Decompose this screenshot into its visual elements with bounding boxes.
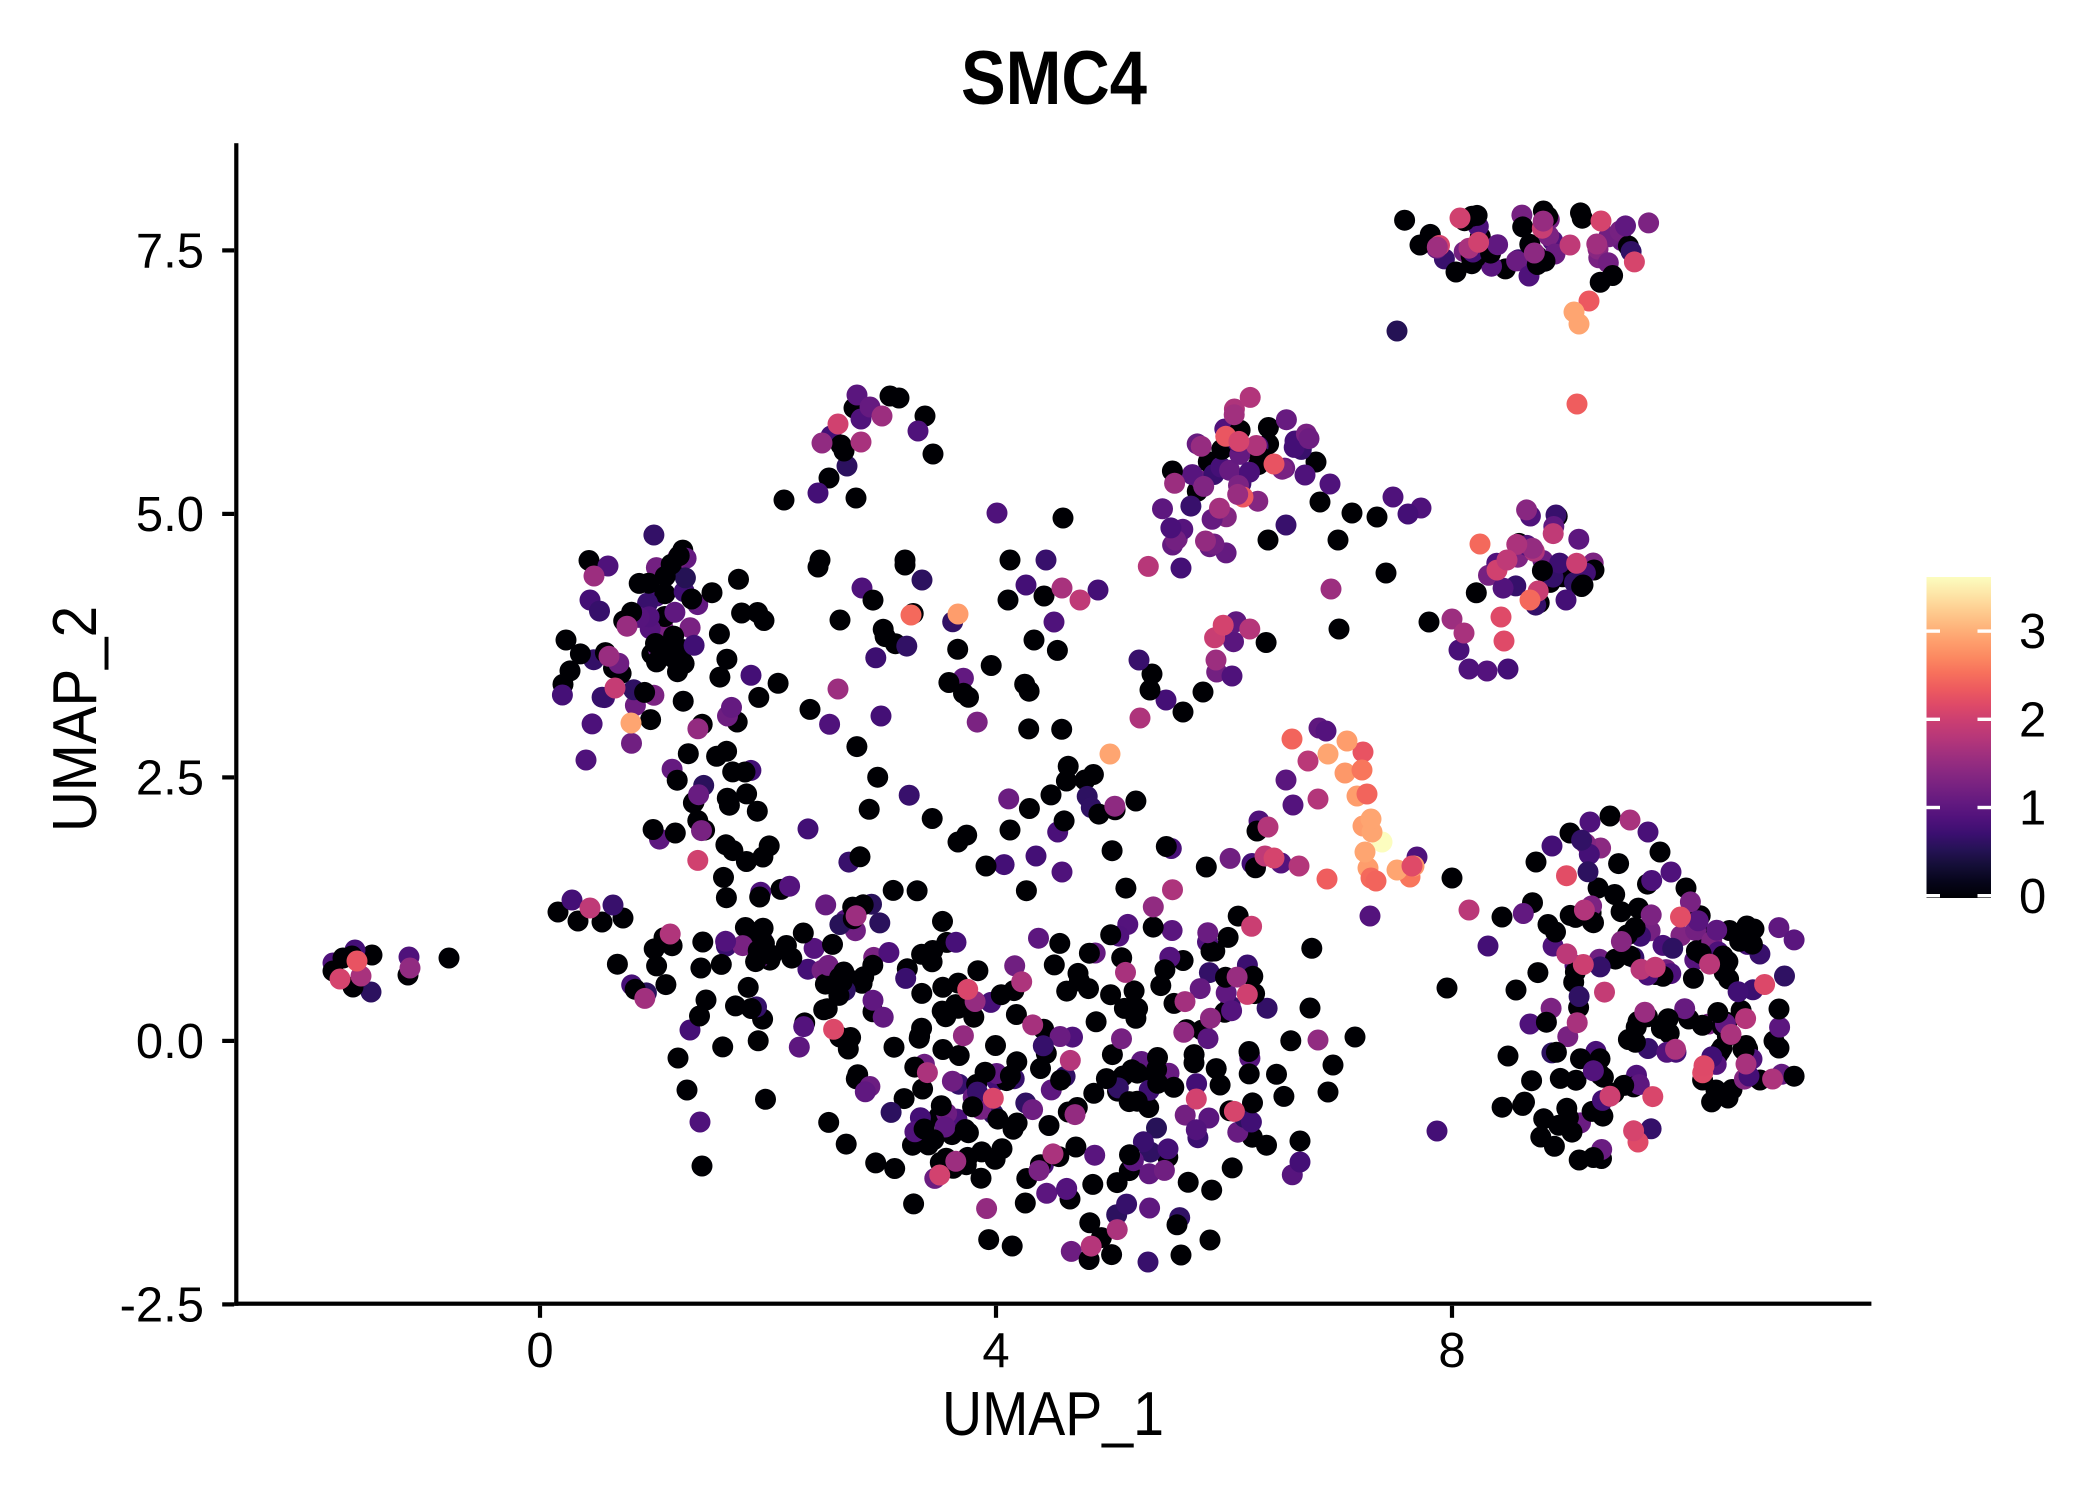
- svg-text:0: 0: [526, 1324, 553, 1378]
- svg-text:0: 0: [2019, 870, 2046, 924]
- svg-text:8: 8: [1438, 1324, 1465, 1378]
- svg-text:7.5: 7.5: [136, 224, 204, 278]
- svg-text:2.5: 2.5: [136, 751, 204, 805]
- svg-text:1: 1: [2019, 782, 2046, 836]
- svg-text:3: 3: [2019, 605, 2046, 659]
- svg-text:4: 4: [982, 1324, 1009, 1378]
- svg-text:SMC4: SMC4: [961, 36, 1147, 121]
- svg-text:UMAP_1: UMAP_1: [942, 1380, 1164, 1449]
- svg-text:2: 2: [2019, 693, 2046, 747]
- svg-text:5.0: 5.0: [136, 488, 204, 542]
- svg-text:-2.5: -2.5: [120, 1278, 204, 1332]
- svg-text:UMAP_2: UMAP_2: [41, 606, 110, 832]
- svg-text:0.0: 0.0: [136, 1015, 204, 1069]
